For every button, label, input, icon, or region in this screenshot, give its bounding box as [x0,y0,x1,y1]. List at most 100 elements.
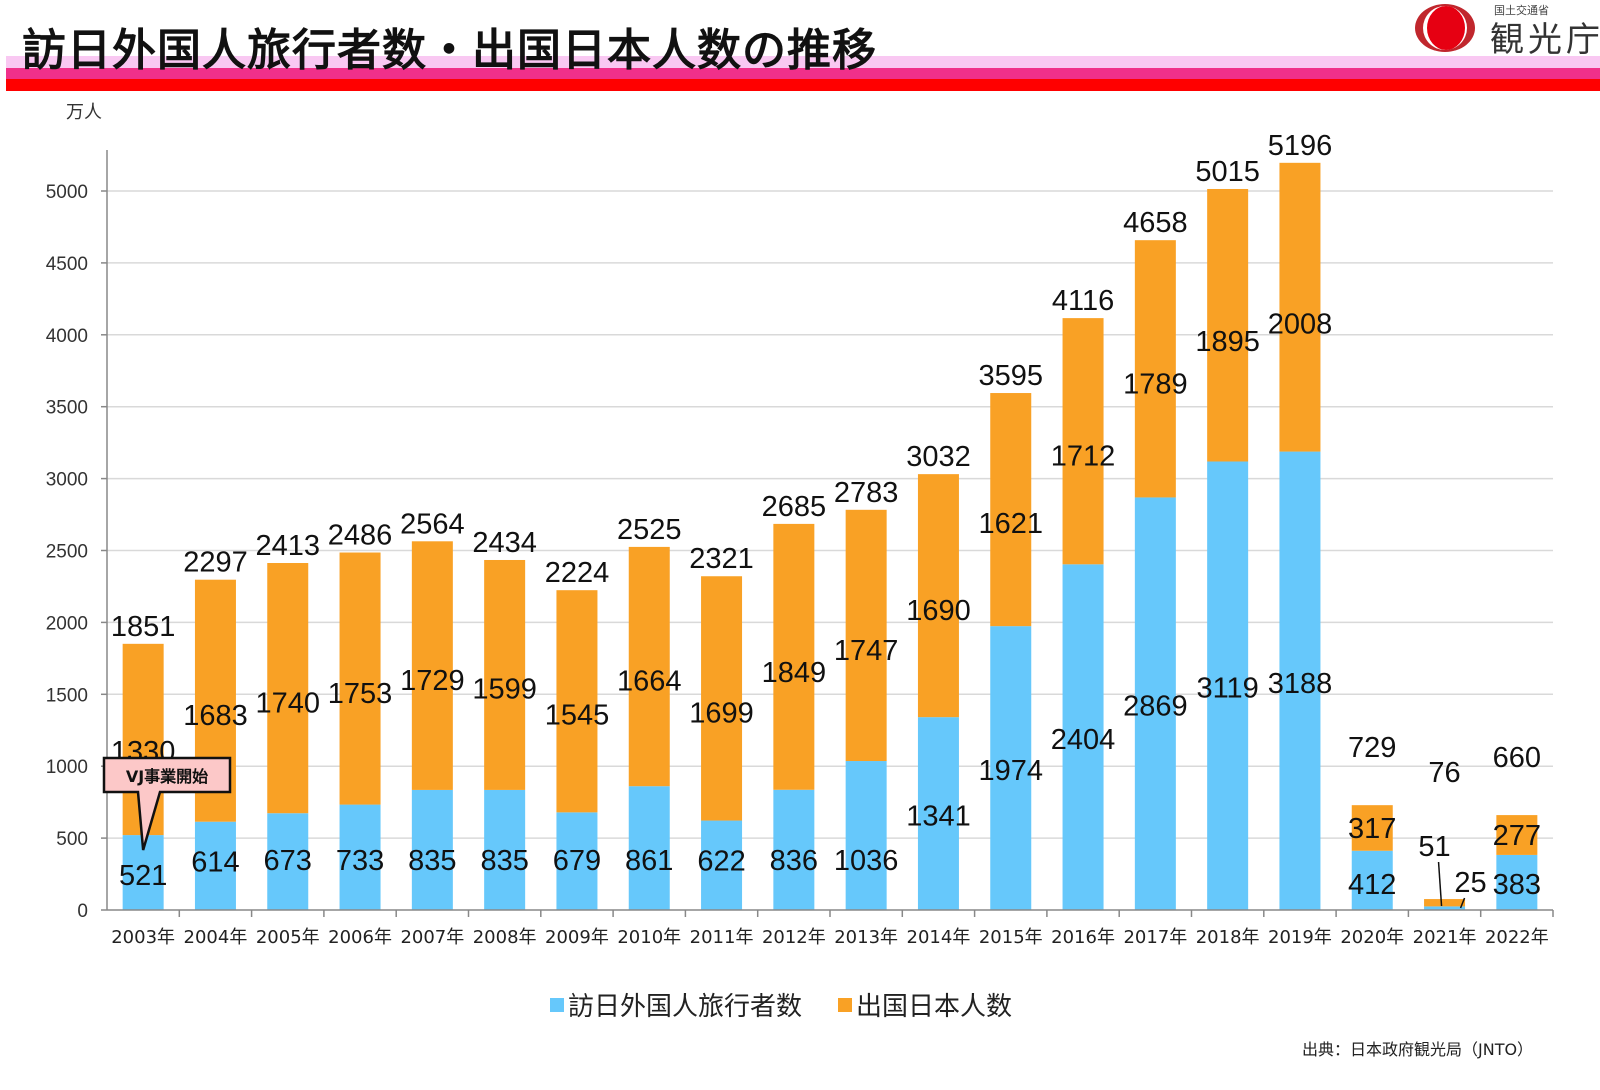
bar-inbound [194,821,236,910]
label-outbound: 1683 [183,700,248,732]
leader-line-outbound [1437,861,1443,907]
label-outbound: 2008 [1268,309,1333,341]
label-total: 2413 [255,530,320,562]
callout-text: VJ事業開始 [126,767,208,786]
bar-inbound [845,761,887,910]
bar-outbound [917,474,959,718]
label-total: 5015 [1195,156,1260,188]
stacked-bar-chart: 0 500 1000 1500 2000 2500 3000 3500 4000 4500 5000… [46,130,1554,948]
label-total: 76 [1428,757,1460,789]
label-total: 1851 [111,611,176,643]
gridlines [107,190,1553,839]
y-tick-label: 0 [77,901,88,922]
label-inbound: 835 [408,845,456,877]
label-inbound: 679 [553,845,601,877]
bar-inbound [1279,451,1321,910]
label-inbound: 673 [264,845,312,877]
label-outbound: 51 [1418,831,1450,863]
y-tick-label: 4500 [46,254,88,275]
x-tick-label: 2004年 [184,927,248,948]
label-outbound: 277 [1493,820,1541,852]
bar-inbound [484,789,526,910]
bar-outbound [628,546,670,787]
x-tick-label: 2022年 [1485,927,1549,948]
label-outbound: 1712 [1051,441,1116,473]
bar-inbound [1496,854,1538,910]
source-note: 出典：日本政府観光局（JNTO） [1302,1040,1534,1059]
label-total: 660 [1493,742,1541,774]
bar-outbound [1351,805,1393,851]
bar-inbound [917,717,959,910]
y-tick-label: 2500 [46,542,88,563]
label-inbound: 383 [1493,869,1541,901]
label-inbound: 521 [119,860,167,892]
logo-ministry-text: 国土交通省 [1494,4,1549,17]
label-total: 2525 [617,514,682,546]
bar-outbound [773,523,815,790]
header-band-light [6,56,1600,68]
x-tick-label: 2005年 [256,927,320,948]
label-inbound: 836 [770,845,818,877]
label-outbound: 1545 [545,699,610,731]
label-outbound: 317 [1348,813,1396,845]
bar-inbound [990,626,1032,910]
bar-inbound [773,789,815,910]
label-total: 2321 [689,543,754,575]
x-tick-label: 2009年 [545,927,609,948]
label-total: 2564 [400,508,465,540]
y-axis-unit: 万人 [66,102,102,123]
bar-inbound [701,820,743,910]
bar-outbound [990,393,1032,627]
x-tick-label: 2016年 [1051,927,1115,948]
legend-label-outbound: 出国日本人数 [856,992,1013,1022]
bar-inbound [1424,906,1466,910]
label-total: 4658 [1123,207,1188,239]
x-tick-label: 2006年 [328,927,392,948]
bar-inbound [556,812,598,910]
x-tick-label: 2020年 [1340,927,1404,948]
label-outbound: 1729 [400,665,465,697]
label-outbound: 1699 [689,698,754,730]
label-total: 4116 [1052,285,1114,317]
bar-outbound [411,541,453,790]
label-outbound: 1789 [1123,369,1188,401]
bar-outbound [701,576,743,821]
label-total: 3032 [906,441,971,473]
label-outbound: 1849 [762,657,827,689]
label-inbound: 412 [1348,869,1396,901]
bar-inbound [1062,564,1104,910]
label-total: 2297 [183,547,248,579]
label-inbound: 2404 [1051,724,1116,756]
label-total: 2685 [762,491,827,523]
label-total: 2224 [545,557,610,589]
label-inbound: 614 [191,847,239,879]
label-inbound: 2869 [1123,691,1188,723]
bar-inbound [339,804,381,910]
label-total: 5196 [1268,130,1333,162]
label-total: 729 [1348,732,1396,764]
agency-logo-icon [1415,4,1475,52]
label-total: 2434 [472,527,537,559]
header-band-red [6,79,1600,91]
callout-shape [102,756,232,851]
legend-swatch-outbound [838,997,853,1012]
legend-item-outbound: 出国日本人数 [838,986,1012,1023]
label-total: 2486 [328,520,393,552]
y-tick-label: 1500 [46,685,88,706]
x-tick-label: 2007年 [400,927,464,948]
label-total: 2783 [834,477,899,509]
bar-inbound [1134,497,1176,910]
bar-outbound [1496,815,1538,855]
bar-outbound [267,563,309,814]
y-tick-label: 5000 [46,182,88,203]
label-total: 3595 [978,360,1043,392]
bar-inbound [411,789,453,910]
bar-inbound [628,786,670,910]
label-inbound: 835 [480,845,528,877]
data-labels: 5211330185161416832297673174024137331753… [111,130,1541,909]
x-tick-label: 2010年 [617,927,681,948]
bar-inbound [267,813,309,910]
bar-inbound [1207,461,1249,910]
x-tick-label: 2015年 [979,927,1043,948]
label-outbound: 1753 [328,678,393,710]
